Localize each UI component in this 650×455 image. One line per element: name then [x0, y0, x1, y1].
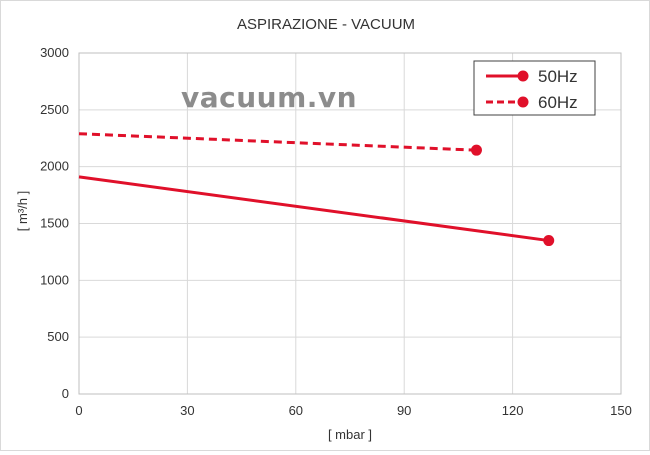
x-tick-label: 30 [180, 403, 194, 418]
plot-area-border [78, 52, 622, 395]
legend-label-60hz: 60Hz [538, 93, 578, 112]
series-marker-50hz [543, 235, 555, 247]
legend: 50Hz 60Hz [473, 60, 596, 116]
legend-box [473, 60, 596, 116]
x-tick-label: 60 [289, 403, 303, 418]
series-line-60hz [78, 132, 477, 152]
x-axis-title: [ mbar ] [328, 427, 372, 442]
series-marker-60hz [470, 144, 482, 156]
x-tick-label: 0 [75, 403, 82, 418]
y-tick-label: 2500 [40, 102, 69, 117]
series-line-50hz [78, 175, 549, 243]
series-layer [78, 132, 555, 247]
legend-label-50hz: 50Hz [538, 67, 578, 86]
chart-title: ASPIRAZIONE - VACUUM [237, 16, 415, 33]
x-tick-label: 90 [397, 403, 411, 418]
x-tick-label: 150 [610, 403, 632, 418]
y-tick-label: 0 [62, 386, 69, 401]
legend-items: 50Hz 60Hz [486, 67, 578, 112]
legend-marker-60hz [517, 96, 529, 108]
watermark-text: vacuum.vn [181, 81, 357, 114]
x-tick-label: 120 [502, 403, 524, 418]
y-axis-title: [ m³/h ] [15, 191, 30, 231]
y-tick-label: 3000 [40, 45, 69, 60]
y-tick-label: 2000 [40, 159, 69, 174]
axis-layer: 0 500 1000 1500 2000 2500 3000 0 30 60 90 120 150 [40, 45, 632, 418]
y-tick-label: 500 [47, 329, 69, 344]
legend-marker-50hz [517, 70, 529, 82]
y-tick-label: 1000 [40, 272, 69, 287]
y-tick-label: 1500 [40, 216, 69, 231]
